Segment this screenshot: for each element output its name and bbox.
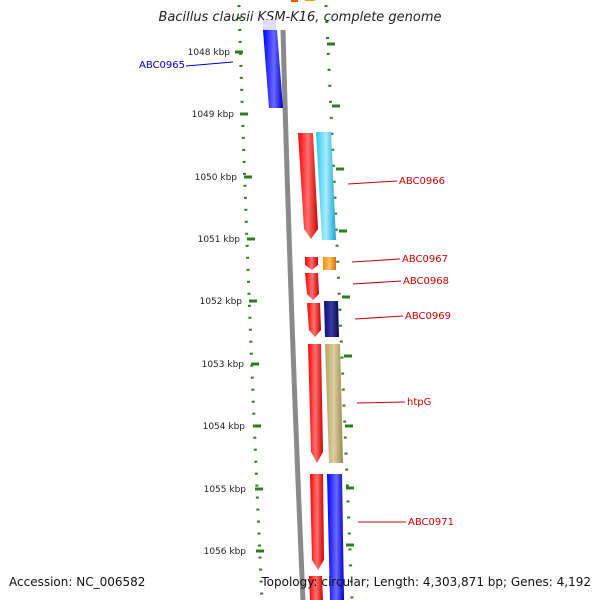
ruler-tick-label: 1049 kbp — [192, 110, 235, 120]
outer-ring-ticks — [327, 42, 354, 547]
accession-text: Accession: NC_006582 — [9, 575, 146, 589]
genome-backbone — [280, 29, 306, 600]
gene-label-ABC0966: ABC0966 — [399, 176, 445, 187]
ruler-tick-label: 1053 kbp — [202, 360, 245, 370]
gene-top-partial — [305, 0, 315, 1]
gene-top-partial — [291, 0, 298, 2]
gene-bottom-partial — [309, 576, 323, 600]
gene-ABC0966-arrow — [298, 133, 318, 239]
ruler-tick-label: 1054 kbp — [203, 422, 246, 432]
gene-ABC0969-cog — [324, 301, 339, 337]
ruler-tick-label: 1056 kbp — [204, 547, 247, 557]
gene-htpG-arrow — [308, 344, 323, 463]
gene-label-ABC0971: ABC0971 — [408, 517, 454, 528]
gene-htpG-cog — [325, 344, 343, 463]
label-leader-ABC0967 — [351, 258, 401, 263]
gene-ABC0967-cog — [323, 257, 336, 270]
label-leader-ABC0969 — [354, 315, 404, 320]
gene-label-ABC0965: ABC0965 — [139, 60, 185, 71]
genome-summary-text: Topology: circular; Length: 4,303,871 bp… — [261, 575, 591, 589]
ruler-tick-label: 1048 kbp — [188, 48, 231, 58]
map-title: Bacillus clausii KSM-K16, complete genom… — [158, 10, 442, 25]
gene-label-ABC0968: ABC0968 — [403, 276, 449, 287]
gene-ABC0966-cog — [316, 132, 336, 240]
gene-label-htpG: htpG — [407, 397, 431, 408]
gene-ABC0969-arrow — [307, 303, 321, 337]
label-leader-htpG — [356, 401, 406, 404]
ruler-tick-label: 1055 kbp — [204, 485, 247, 495]
gene-ABC0971-arrow — [310, 474, 324, 570]
gene-ABC0965-arrow — [263, 30, 283, 108]
ruler-tick-label: 1050 kbp — [195, 173, 238, 183]
gene-ABC0965-shade — [263, 20, 276, 30]
label-leader-ABC0968 — [352, 280, 402, 285]
ruler-tick-group: 1048 kbp 1049 kbp 1050 kbp 1051 kbp 1052… — [188, 48, 264, 557]
ruler-tick-label: 1052 kbp — [200, 297, 243, 307]
label-leader-ABC0965 — [185, 61, 234, 67]
gene-ABC0967-arrow — [305, 257, 318, 270]
label-leader-ABC0966 — [347, 180, 398, 185]
gene-label-ABC0969: ABC0969 — [405, 311, 451, 322]
gene-ABC0968-arrow — [305, 273, 319, 300]
gene-ABC0971-cog — [327, 474, 344, 600]
gene-label-ABC0967: ABC0967 — [402, 254, 448, 265]
ruler-tick-label: 1051 kbp — [198, 235, 241, 245]
